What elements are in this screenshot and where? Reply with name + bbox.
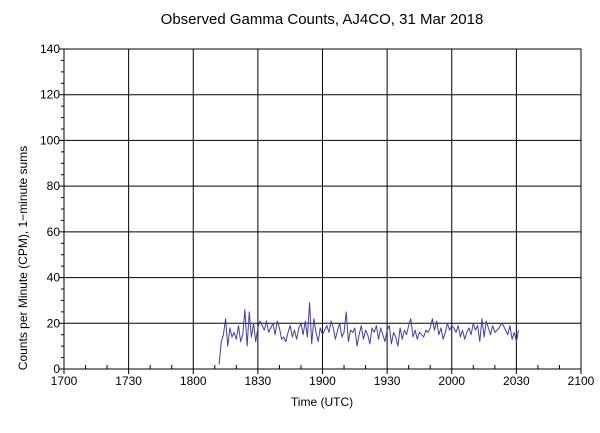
y-tick-label: 140	[40, 42, 60, 56]
series-layer	[218, 302, 519, 365]
x-tick-label: 1730	[115, 374, 142, 388]
axes: 0 20 40 60 80 100 120 140 1700 1730 1800 1830 1900 19…	[40, 42, 595, 388]
y-tick-label: 60	[47, 225, 61, 239]
x-tick-label: 2030	[503, 374, 530, 388]
plot-frame	[63, 48, 582, 370]
y-tick-label: 40	[47, 271, 61, 285]
y-tick-label: 0	[53, 362, 60, 376]
y-tick-label: 100	[40, 133, 60, 147]
x-tick-label: 1900	[309, 374, 336, 388]
grid-lines	[64, 49, 581, 369]
y-tick-label: 20	[47, 316, 61, 330]
x-tick-label: 1800	[180, 374, 207, 388]
y-axis-title: Counts per Minute (CPM), 1−minute sums	[16, 146, 30, 370]
x-tick-label: 1930	[374, 374, 401, 388]
chart-title: Observed Gamma Counts, AJ4CO, 31 Mar 201…	[161, 11, 484, 28]
y-tick-label: 120	[40, 88, 60, 102]
x-axis-title: Time (UTC)	[291, 395, 353, 409]
y-tick-label: 80	[47, 179, 61, 193]
x-tick-label: 1700	[51, 374, 78, 388]
x-tick-label: 1830	[245, 374, 272, 388]
x-tick-label: 2100	[568, 374, 595, 388]
x-tick-label: 2000	[438, 374, 465, 388]
gamma-counts-series-line	[218, 302, 519, 365]
